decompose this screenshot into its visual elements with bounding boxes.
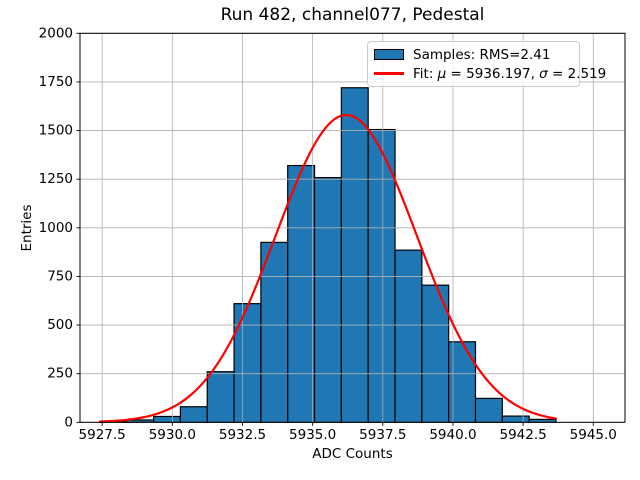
histogram-bar <box>501 415 530 423</box>
histogram-bar <box>313 177 342 423</box>
x-tick-label: 5930.0 <box>149 427 196 443</box>
histogram-bar <box>394 249 423 423</box>
x-tick-label: 5935.0 <box>289 427 336 443</box>
histogram-bar <box>206 371 235 423</box>
legend-label-samples: Samples: RMS=2.41 <box>413 46 551 63</box>
y-tick-label: 500 <box>47 317 73 333</box>
x-axis-label: ADC Counts <box>312 446 393 462</box>
y-tick-label: 1000 <box>39 220 73 236</box>
y-tick-label: 250 <box>47 366 73 382</box>
y-tick-label: 0 <box>64 414 73 430</box>
x-tick-label: 5937.5 <box>359 427 406 443</box>
x-tick-label: 5945.0 <box>570 427 617 443</box>
legend-row-samples: Samples: RMS=2.41 <box>374 45 573 64</box>
x-tick-label: 5942.5 <box>500 427 547 443</box>
y-axis-label: Entries <box>19 204 35 252</box>
y-tick-label: 750 <box>47 268 73 284</box>
histogram-bar <box>340 87 369 423</box>
legend-row-fit: Fit: μ = 5936.197, σ = 2.519 <box>374 64 606 83</box>
chart-title: Run 482, channel077, Pedestal <box>220 5 485 25</box>
histogram-bar <box>152 415 182 423</box>
legend-label-fit: Fit: μ = 5936.197, σ = 2.519 <box>413 65 607 82</box>
histogram-bar <box>179 406 208 423</box>
samples-swatch-icon <box>374 49 404 60</box>
histogram-bar <box>474 397 503 423</box>
x-tick-label: 5927.5 <box>79 427 126 443</box>
x-tick-label: 5932.5 <box>219 427 266 443</box>
fit-curve <box>98 113 558 423</box>
fit-swatch-icon <box>374 68 404 79</box>
histogram-bar <box>233 303 262 423</box>
histogram-bar <box>287 164 316 423</box>
y-tick-label: 1750 <box>39 74 73 90</box>
y-tick-label: 1250 <box>39 171 73 187</box>
y-tick-label: 2000 <box>39 25 73 41</box>
x-tick-label: 5940.0 <box>429 427 476 443</box>
legend-box: Samples: RMS=2.41 Fit: μ = 5936.197, σ =… <box>367 41 606 87</box>
histogram-bar <box>260 241 289 423</box>
y-tick-label: 1500 <box>39 123 73 139</box>
